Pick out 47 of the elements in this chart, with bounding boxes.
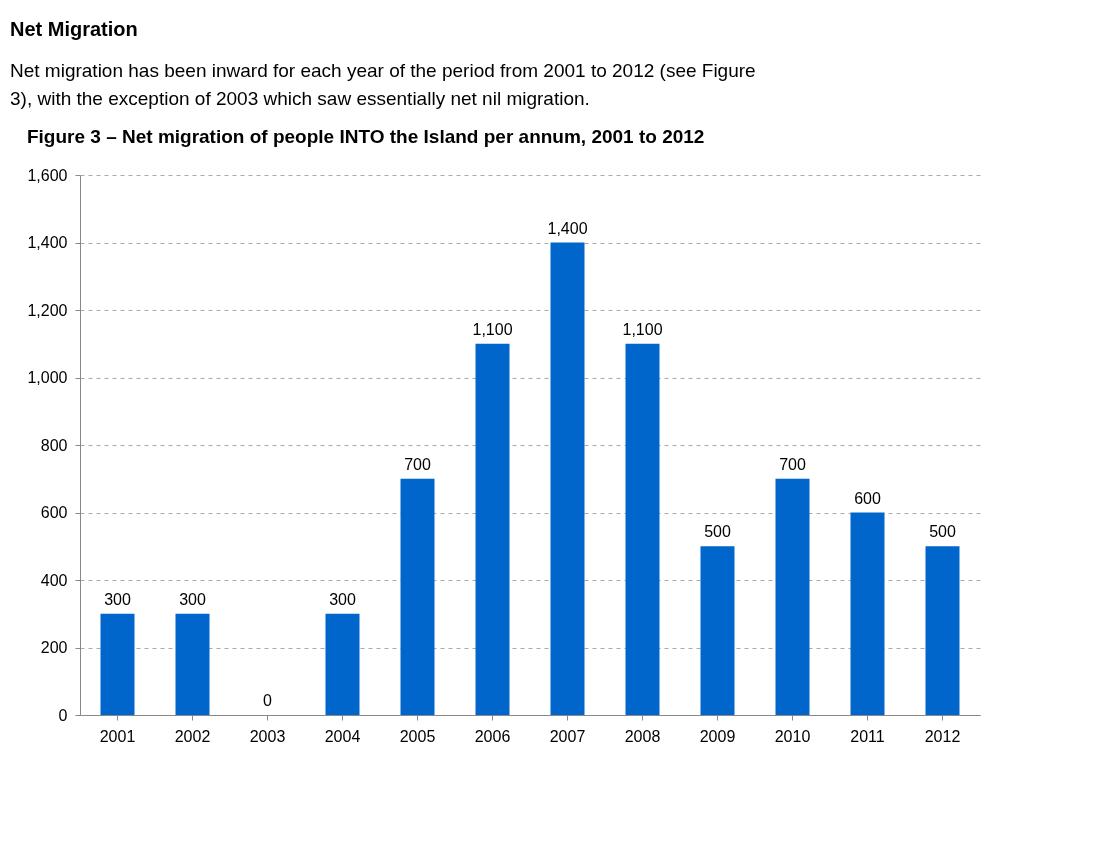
x-tick-label: 2007	[549, 727, 586, 745]
x-tick-label: 2005	[399, 727, 436, 745]
bar	[325, 613, 360, 715]
y-tick-label: 1,400	[27, 234, 68, 251]
bar	[175, 613, 210, 715]
text: Net Migration	[10, 18, 138, 40]
x-tick-label: 2003	[249, 727, 286, 745]
x-tick-label: 2001	[99, 727, 136, 745]
y-tick-label: 1,000	[27, 369, 68, 386]
data-label: 700	[779, 455, 806, 473]
data-label: 1,100	[622, 320, 663, 338]
bar	[625, 343, 660, 715]
bar	[400, 478, 435, 715]
data-label: 500	[929, 523, 956, 541]
data-label: 0	[263, 692, 273, 709]
y-tick-label: 800	[40, 436, 68, 454]
x-tick-label: 2009	[699, 727, 736, 745]
y-tick-label: 400	[40, 571, 68, 589]
y-tick-label: 1,200	[27, 301, 68, 319]
data-label: 1,100	[472, 320, 513, 338]
x-tick-label: 2012	[924, 727, 961, 745]
bar	[550, 242, 585, 715]
bar	[850, 512, 885, 715]
x-tick-label: 2004	[324, 727, 361, 745]
x-tick-label: 2002	[174, 727, 211, 745]
x-tick-label: 2008	[624, 727, 661, 745]
data-label: 700	[404, 455, 431, 473]
y-tick-label: 600	[40, 504, 68, 521]
bar	[475, 343, 510, 715]
bar	[100, 613, 135, 715]
data-label: 300	[179, 590, 206, 608]
bar	[775, 478, 810, 715]
data-label: 300	[329, 590, 356, 608]
y-tick-label: 1,600	[27, 166, 68, 184]
data-label: 300	[104, 590, 131, 608]
bar	[700, 546, 735, 715]
data-label: 1,400	[547, 219, 588, 237]
chart-title: Figure 3 – Net migration of people INTO the Island per annum, 2001 to 2012	[26, 126, 705, 147]
y-tick-label: 0	[58, 706, 68, 724]
text: Net migration has been inward for each year of the period from 2001 to 2012 (see Figure 3), with the exception of 2003 which saw essentially net nil migration.	[10, 60, 756, 109]
data-label: 500	[704, 523, 731, 541]
bar	[925, 546, 960, 715]
data-label: 600	[854, 489, 881, 507]
x-tick-label: 2006	[474, 727, 511, 745]
x-tick-label: 2011	[850, 727, 885, 745]
y-tick-label: 200	[40, 639, 68, 656]
x-tick-label: 2010	[774, 727, 811, 745]
